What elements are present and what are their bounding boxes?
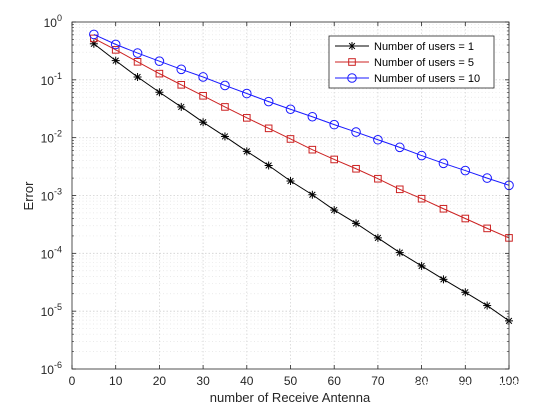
x-tick-label: 100 (499, 374, 519, 388)
y-tick-label: 100 (44, 13, 62, 30)
y-tick-label: 10-3 (41, 187, 62, 204)
data-point (89, 29, 99, 40)
data-point (374, 174, 382, 183)
y-tick-label: 10-1 (41, 71, 62, 88)
y-tick-label: 10-4 (41, 244, 62, 261)
x-axis-label: number of Receive Antenna (210, 390, 371, 405)
data-point (394, 142, 405, 153)
data-point (416, 150, 427, 161)
data-point (198, 72, 208, 82)
data-point (483, 224, 491, 233)
data-point (286, 135, 295, 143)
legend-label: Number of users = 5 (374, 57, 474, 69)
data-point (264, 161, 273, 170)
data-point (155, 88, 164, 97)
series-line-1 (93, 43, 510, 322)
y-tick-label: 10-5 (41, 302, 62, 319)
data-point (264, 124, 273, 133)
data-point (110, 39, 121, 50)
data-point (482, 173, 492, 183)
data-point (90, 34, 98, 43)
y-tick-label: 10-2 (41, 129, 62, 146)
data-point (155, 69, 164, 78)
y-tick-label: 10-6 (41, 360, 62, 377)
series-line-3 (93, 33, 510, 186)
data-point (242, 88, 252, 99)
x-tick-label: 90 (459, 374, 473, 388)
legend: Number of users = 1 Number of users = 5 Nu… (328, 35, 495, 89)
data-point (285, 104, 296, 115)
data-point (330, 206, 339, 215)
data-point (133, 72, 142, 81)
legend-marker (348, 58, 356, 66)
x-tick-label: 30 (196, 374, 210, 388)
legend-entry: Number of users = 5 (335, 57, 474, 69)
legend-marker (347, 73, 357, 83)
data-point (460, 165, 471, 176)
x-tick-label: 80 (415, 374, 429, 388)
data-point (351, 127, 361, 137)
x-tick-label: 50 (284, 374, 298, 388)
data-point (176, 64, 187, 75)
data-point (461, 214, 470, 223)
data-point (395, 185, 404, 194)
data-point (263, 96, 274, 107)
data-point (373, 134, 383, 145)
data-point (483, 301, 492, 310)
data-point (308, 145, 317, 154)
legend-entry: Number of users = 1 (335, 41, 474, 53)
data-point (132, 48, 143, 58)
data-point (242, 147, 251, 156)
legend-label: Number of users = 10 (374, 73, 480, 85)
data-point (177, 102, 186, 111)
data-point (199, 91, 207, 100)
x-tick-label: 60 (328, 374, 342, 388)
data-point (438, 158, 449, 169)
data-point (308, 190, 317, 199)
data-point (330, 155, 338, 164)
data-point (417, 194, 426, 203)
data-point (154, 56, 165, 66)
data-point (199, 118, 208, 127)
x-tick-label: 0 (69, 374, 76, 388)
data-point (329, 119, 340, 130)
data-point (352, 164, 360, 173)
series-layer (89, 29, 514, 325)
data-point (395, 248, 404, 257)
x-tick-label: 70 (371, 374, 385, 388)
data-point (111, 56, 120, 65)
data-point (243, 114, 251, 122)
series-2 (90, 34, 513, 242)
data-point (220, 80, 230, 91)
x-tick-label: 10 (109, 374, 123, 388)
data-point (177, 81, 186, 89)
x-tick-label: 20 (153, 374, 167, 388)
data-point (307, 111, 318, 122)
y-axis-label: Error (21, 181, 36, 211)
data-point (111, 46, 120, 54)
series-1 (89, 39, 513, 325)
watermark: CSDN @我爱C编程 (414, 380, 538, 396)
legend-marker (348, 42, 356, 50)
x-tick-label: 40 (240, 374, 254, 388)
data-point (417, 261, 426, 270)
data-point (221, 103, 229, 111)
ticks: 0 10 20 30 40 50 60 70 80 90 100 10-6 10-5 10-4 10-3 10… (41, 13, 520, 388)
data-point (461, 288, 470, 297)
data-point (439, 275, 448, 284)
data-point (133, 58, 142, 66)
data-point (373, 233, 382, 242)
legend-label: Number of users = 1 (374, 41, 474, 53)
data-point (220, 132, 229, 141)
data-point (439, 204, 448, 213)
legend-entry: Number of users = 10 (335, 73, 480, 85)
data-point (352, 219, 361, 228)
data-point (286, 177, 295, 186)
